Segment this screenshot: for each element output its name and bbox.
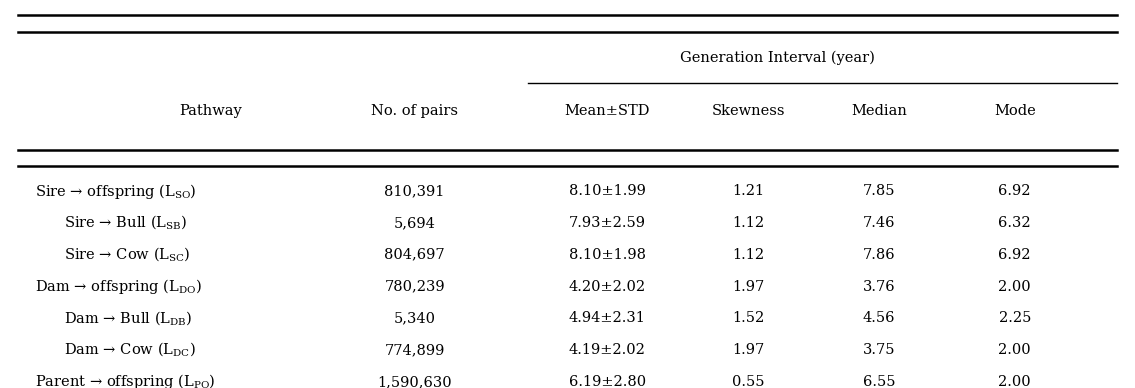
Text: 1.12: 1.12 <box>732 248 765 262</box>
Text: 2.00: 2.00 <box>999 375 1031 388</box>
Text: 1.12: 1.12 <box>732 216 765 230</box>
Text: 2.00: 2.00 <box>999 343 1031 357</box>
Text: Parent → offspring (L$_{\mathregular{PO}}$): Parent → offspring (L$_{\mathregular{PO}… <box>35 372 216 388</box>
Text: Mode: Mode <box>994 104 1035 118</box>
Text: 7.93±2.59: 7.93±2.59 <box>569 216 646 230</box>
Text: 804,697: 804,697 <box>385 248 445 262</box>
Text: Dam → Bull (L$_{\mathregular{DB}}$): Dam → Bull (L$_{\mathregular{DB}}$) <box>64 309 192 327</box>
Text: 6.32: 6.32 <box>999 216 1031 230</box>
Text: 7.46: 7.46 <box>863 216 896 230</box>
Text: 7.85: 7.85 <box>863 184 896 198</box>
Text: 6.92: 6.92 <box>999 248 1031 262</box>
Text: Sire → offspring (L$_{\mathregular{SO}}$): Sire → offspring (L$_{\mathregular{SO}}$… <box>35 182 196 201</box>
Text: 774,899: 774,899 <box>385 343 445 357</box>
Text: 8.10±1.98: 8.10±1.98 <box>569 248 646 262</box>
Text: 4.94±2.31: 4.94±2.31 <box>569 312 646 326</box>
Text: 1.21: 1.21 <box>732 184 765 198</box>
Text: 4.19±2.02: 4.19±2.02 <box>569 343 646 357</box>
Text: 6.92: 6.92 <box>999 184 1031 198</box>
Text: 1,590,630: 1,590,630 <box>377 375 452 388</box>
Text: 810,391: 810,391 <box>385 184 445 198</box>
Text: 4.56: 4.56 <box>863 312 896 326</box>
Text: 3.76: 3.76 <box>863 280 896 294</box>
Text: 780,239: 780,239 <box>385 280 445 294</box>
Text: 5,694: 5,694 <box>394 216 436 230</box>
Text: Pathway: Pathway <box>179 104 242 118</box>
Text: 2.25: 2.25 <box>999 312 1031 326</box>
Text: 8.10±1.99: 8.10±1.99 <box>569 184 646 198</box>
Text: Generation Interval (year): Generation Interval (year) <box>680 50 874 65</box>
Text: Mean±STD: Mean±STD <box>564 104 650 118</box>
Text: 6.55: 6.55 <box>863 375 896 388</box>
Text: 7.86: 7.86 <box>863 248 896 262</box>
Text: 1.97: 1.97 <box>732 343 765 357</box>
Text: Dam → Cow (L$_{\mathregular{DC}}$): Dam → Cow (L$_{\mathregular{DC}}$) <box>64 341 195 359</box>
Text: 2.00: 2.00 <box>999 280 1031 294</box>
Text: Dam → offspring (L$_{\mathregular{DO}}$): Dam → offspring (L$_{\mathregular{DO}}$) <box>35 277 202 296</box>
Text: 1.97: 1.97 <box>732 280 765 294</box>
Text: 5,340: 5,340 <box>394 312 436 326</box>
Text: Sire → Cow (L$_{\mathregular{SC}}$): Sire → Cow (L$_{\mathregular{SC}}$) <box>64 246 191 264</box>
Text: Sire → Bull (L$_{\mathregular{SB}}$): Sire → Bull (L$_{\mathregular{SB}}$) <box>64 214 187 232</box>
Text: 4.20±2.02: 4.20±2.02 <box>569 280 646 294</box>
Text: Skewness: Skewness <box>712 104 785 118</box>
Text: Median: Median <box>851 104 907 118</box>
Text: 0.55: 0.55 <box>732 375 765 388</box>
Text: 3.75: 3.75 <box>863 343 896 357</box>
Text: 1.52: 1.52 <box>732 312 765 326</box>
Text: No. of pairs: No. of pairs <box>371 104 459 118</box>
Text: 6.19±2.80: 6.19±2.80 <box>569 375 646 388</box>
